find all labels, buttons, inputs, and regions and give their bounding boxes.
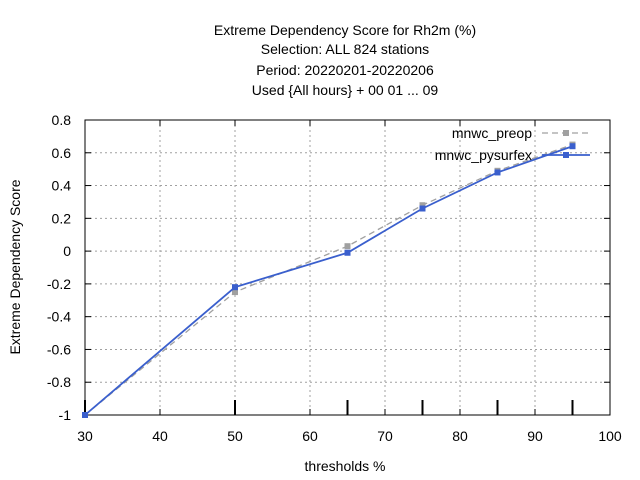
threshold-markers	[84, 400, 574, 415]
x-tick-label: 70	[377, 428, 393, 444]
series-line-mnwc_pysurfex	[84, 145, 573, 416]
data-point-mnwc_pysurfex	[344, 249, 351, 256]
title-line-4: Used {All hours} + 00 01 ... 09	[252, 82, 439, 98]
y-tick-label: -0.4	[47, 309, 71, 325]
y-axis-label: Extreme Dependency Score	[7, 179, 23, 354]
chart-title: Extreme Dependency Score for Rh2m (%) Se…	[214, 22, 476, 98]
legend-marker-mnwc_pysurfex	[563, 152, 569, 158]
axis-ticks: 30 40 50 60 70 80 90 100 -1 -0.8 -0.6 -0.4 -0.2 0 0.2 0…	[47, 112, 622, 444]
x-axis-label: thresholds %	[305, 458, 386, 474]
x-tick-label: 30	[77, 428, 93, 444]
series-line-mnwc_preop	[84, 143, 573, 416]
legend-label-mnwc_preop: mnwc_preop	[452, 125, 532, 141]
series	[82, 141, 576, 418]
y-tick-label: -1	[59, 407, 72, 423]
x-tick-label: 50	[227, 428, 243, 444]
legend-label-mnwc_pysurfex: mnwc_pysurfex	[435, 147, 532, 163]
data-point-mnwc_preop	[419, 202, 426, 209]
y-tick-label: 0.6	[52, 145, 72, 161]
grid	[85, 120, 610, 415]
data-point-mnwc_pysurfex	[494, 169, 501, 176]
plot-frame	[84, 119, 611, 416]
x-tick-label: 60	[302, 428, 318, 444]
y-tick-label: 0	[63, 243, 71, 259]
x-tick-label: 80	[452, 428, 468, 444]
x-tick-label: 90	[527, 428, 543, 444]
y-tick-label: 0.2	[52, 210, 72, 226]
data-point-mnwc_pysurfex	[419, 205, 426, 212]
data-point-mnwc_pysurfex	[232, 284, 238, 291]
y-tick-label: -0.6	[47, 341, 71, 357]
y-tick-label: -0.2	[47, 276, 71, 292]
legend: mnwc_preop mnwc_pysurfex	[435, 125, 590, 163]
data-point-mnwc_preop	[344, 243, 351, 250]
x-tick-label: 40	[152, 428, 168, 444]
x-tick-label: 100	[598, 428, 622, 444]
data-point-mnwc_preop	[232, 289, 238, 296]
title-line-1: Extreme Dependency Score for Rh2m (%)	[214, 22, 476, 38]
y-tick-label: -0.8	[47, 374, 71, 390]
y-tick-label: 0.8	[52, 112, 72, 128]
data-point-mnwc_pysurfex	[569, 143, 576, 150]
data-point-mnwc_pysurfex	[82, 412, 88, 418]
title-line-3: Period: 20220201-20220206	[256, 62, 434, 78]
y-tick-label: 0.4	[52, 178, 72, 194]
legend-marker-mnwc_preop	[563, 130, 569, 136]
title-line-2: Selection: ALL 824 stations	[261, 41, 429, 57]
